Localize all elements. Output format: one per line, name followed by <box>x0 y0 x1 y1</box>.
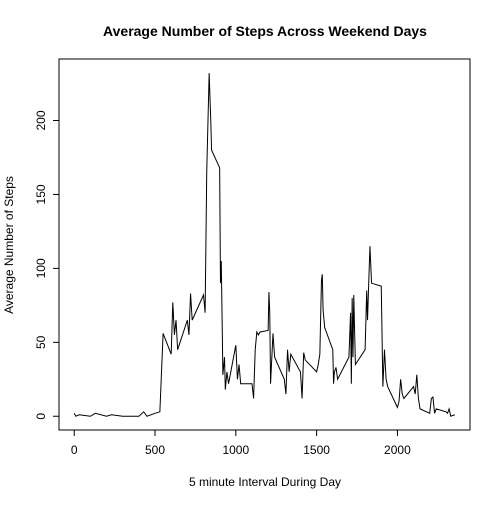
y-axis-label: Average Number of Steps <box>2 176 16 314</box>
x-tick-label: 1500 <box>303 443 330 457</box>
x-tick-label: 1000 <box>222 443 249 457</box>
y-tick-label: 150 <box>34 184 48 204</box>
plot-frame <box>58 58 471 431</box>
data-line <box>73 73 455 417</box>
y-tick-label: 50 <box>34 335 48 349</box>
chart-title: Average Number of Steps Across Weekend D… <box>103 23 427 39</box>
x-tick-label: 0 <box>71 443 78 457</box>
x-axis-label: 5 minute Interval During Day <box>189 475 341 489</box>
y-tick-label: 200 <box>34 110 48 130</box>
y-tick-label: 0 <box>34 413 48 420</box>
x-tick-label: 500 <box>145 443 165 457</box>
x-tick-label: 2000 <box>384 443 411 457</box>
y-tick-label: 100 <box>34 258 48 278</box>
